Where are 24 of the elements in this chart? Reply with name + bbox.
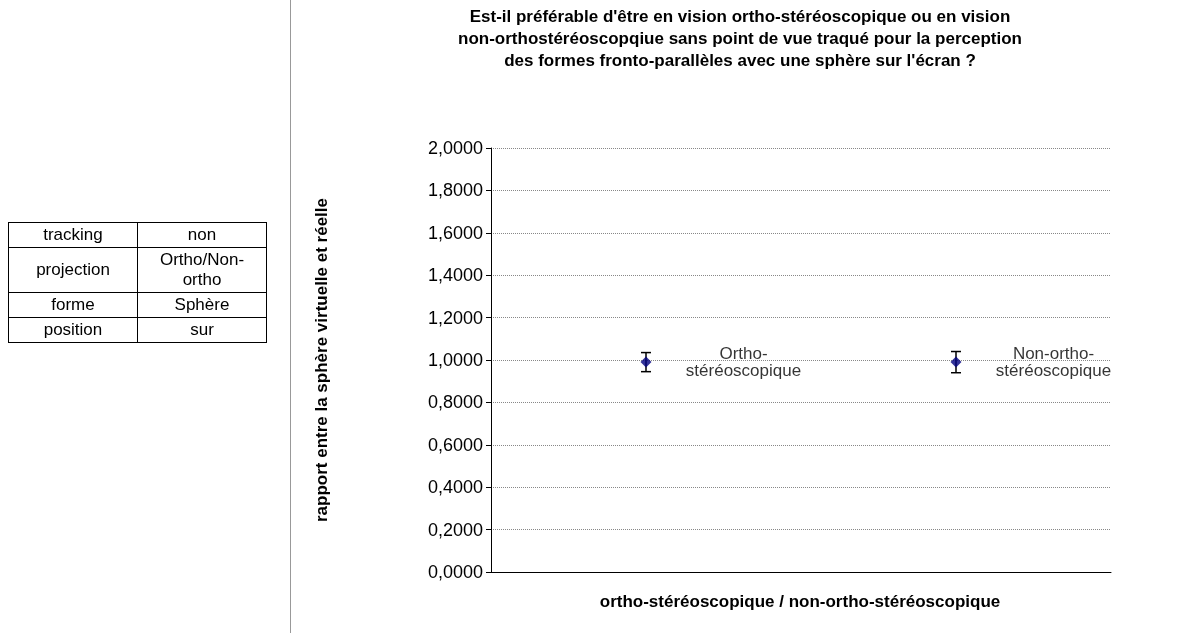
y-tick-label: 0,2000 bbox=[427, 519, 483, 540]
text: Sphère bbox=[137, 292, 267, 318]
text: tracking bbox=[8, 222, 138, 248]
y-tick-label: 1,8000 bbox=[427, 180, 483, 201]
text: forme bbox=[8, 292, 138, 318]
x-tick-label: Ortho-stéréoscopique bbox=[685, 344, 802, 381]
chart-title: Est-il préférable d'être en vision ortho-stéréoscopique ou en vision non-orthostéréoscopqiue sans point de vue traqué pour la perception des formes fronto-parallèles avec une sphère sur l'écran ? bbox=[457, 6, 1023, 72]
y-tick-label: 0,8000 bbox=[427, 392, 483, 413]
x-tick-label: Non-ortho-stéréoscopique bbox=[995, 344, 1112, 381]
text: Ortho/Non-ortho bbox=[137, 247, 267, 293]
y-tick-label: 1,4000 bbox=[427, 265, 483, 286]
text: position bbox=[8, 317, 138, 343]
y-tick-label: 1,2000 bbox=[427, 307, 483, 328]
y-tick-label: 1,6000 bbox=[427, 222, 483, 243]
y-tick-label: 0,0000 bbox=[427, 562, 483, 582]
text: projection bbox=[8, 247, 138, 293]
y-tick-label: 2,0000 bbox=[427, 138, 483, 158]
x-axis-title: ortho-stéréoscopique / non-ortho-stéréoscopique bbox=[598, 592, 1002, 612]
text: non bbox=[137, 222, 267, 248]
y-tick-label: 1,0000 bbox=[427, 350, 483, 370]
y-axis-title: rapport entre la sphère virtuelle et réelle bbox=[311, 196, 332, 525]
y-tick-label: 0,4000 bbox=[427, 477, 483, 498]
y-tick-label: 0,6000 bbox=[427, 434, 483, 455]
text: sur bbox=[137, 317, 267, 343]
